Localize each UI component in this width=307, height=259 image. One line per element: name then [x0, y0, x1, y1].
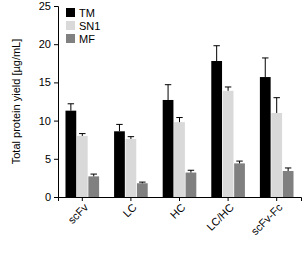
x-tick: LC — [120, 197, 138, 220]
bar — [283, 171, 294, 197]
bar — [260, 77, 271, 197]
legend: TMSN1MF — [66, 7, 100, 45]
tick-label: scFv — [65, 201, 90, 226]
error-bar — [176, 118, 182, 123]
tick-mark — [82, 197, 83, 201]
tick-mark — [54, 197, 58, 198]
bar — [223, 91, 234, 197]
x-tick: HC — [168, 197, 188, 221]
error-bar — [213, 46, 219, 61]
y-tick: 25 — [39, 0, 58, 12]
error-bar — [225, 87, 231, 91]
tick-mark — [54, 6, 58, 7]
tick-mark — [54, 121, 58, 122]
bars — [65, 46, 293, 197]
bar — [114, 131, 125, 197]
tick-label: 25 — [39, 0, 51, 12]
legend-item: TM — [66, 7, 95, 19]
error-bar — [188, 170, 194, 172]
tick-mark — [130, 197, 131, 201]
legend-label: TM — [79, 7, 95, 19]
legend-item: MF — [66, 33, 95, 45]
tick-mark — [54, 82, 58, 83]
x-tick: LC/HC — [204, 197, 236, 233]
y-tick: 0 — [45, 191, 58, 203]
bar — [186, 173, 197, 197]
tick-label: 0 — [45, 191, 51, 203]
bar — [271, 113, 282, 197]
error-bar — [273, 98, 279, 113]
bar — [77, 136, 88, 197]
bar — [137, 183, 148, 197]
bar — [126, 139, 137, 197]
error-bar — [116, 124, 122, 131]
y-tick: 15 — [39, 76, 58, 88]
bar — [65, 111, 76, 197]
legend-swatch — [66, 8, 75, 17]
tick-label: 5 — [45, 153, 51, 165]
y-tick: 20 — [39, 38, 58, 50]
bar — [163, 100, 174, 197]
chart: 0 5 10 15 20 25 scFv LC HC LC/HC scFv-Fc TMSN1MF Tot… — [0, 0, 307, 259]
x-tick: scFv — [65, 197, 90, 226]
tick-label: LC/HC — [204, 201, 236, 233]
axis-line — [59, 198, 302, 202]
axis-line — [54, 7, 59, 198]
tick-mark — [54, 159, 58, 160]
error-bar — [165, 85, 171, 100]
tick-label: scFv-Fc — [248, 201, 284, 237]
tick-label: HC — [168, 201, 188, 221]
error-bar — [285, 168, 291, 171]
x-axis: scFv LC HC LC/HC scFv-Fc — [59, 197, 302, 237]
y-axis-title: Total protein yield [µg/mL] — [10, 39, 22, 165]
error-bar — [91, 174, 97, 176]
bar — [234, 163, 245, 197]
bar — [174, 122, 185, 197]
tick-label: LC — [120, 201, 138, 219]
legend-item: SN1 — [66, 20, 100, 32]
error-bar — [79, 134, 85, 136]
tick-mark — [54, 44, 58, 45]
x-tick: scFv-Fc — [248, 197, 284, 237]
tick-label: 20 — [39, 38, 51, 50]
tick-mark — [179, 197, 180, 201]
error-bar — [139, 182, 145, 183]
error-bar — [128, 137, 134, 139]
legend-swatch — [66, 34, 75, 43]
y-tick: 5 — [45, 153, 58, 165]
y-tick: 10 — [39, 115, 58, 127]
tick-label: 15 — [39, 76, 51, 88]
legend-label: SN1 — [79, 20, 100, 32]
legend-swatch — [66, 21, 75, 30]
tick-mark — [228, 197, 229, 201]
bar — [88, 176, 99, 197]
legend-label: MF — [79, 33, 95, 45]
tick-label: 10 — [39, 115, 51, 127]
error-bar — [68, 104, 74, 111]
plot-area: 0 5 10 15 20 25 scFv LC HC LC/HC scFv-Fc TMSN1MF — [39, 0, 302, 237]
y-axis: 0 5 10 15 20 25 — [39, 0, 59, 203]
bar — [211, 61, 222, 197]
tick-mark — [276, 197, 277, 201]
error-bar — [262, 58, 268, 77]
error-bar — [236, 161, 242, 163]
